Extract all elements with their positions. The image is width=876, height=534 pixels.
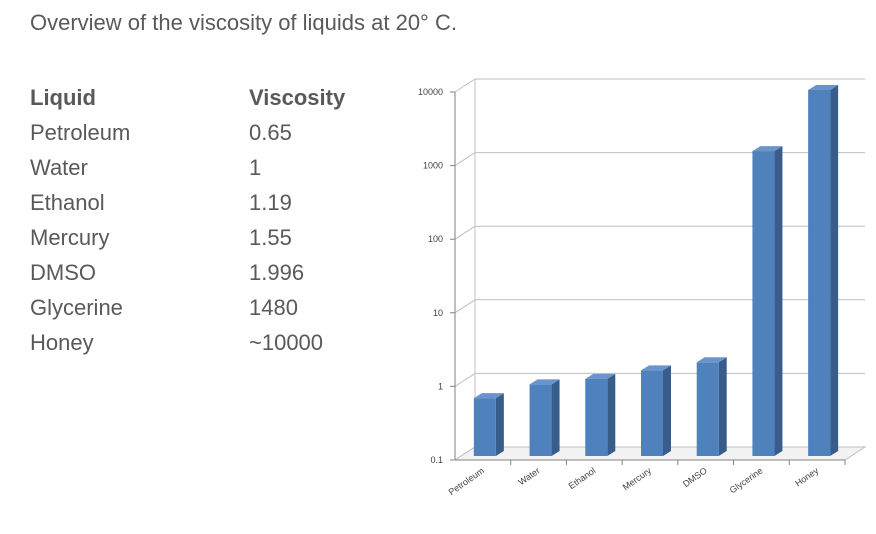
viscosity-value: 1.996 — [249, 259, 305, 285]
gridline-connector — [454, 152, 476, 167]
bar-side — [607, 373, 616, 456]
bar-side — [774, 146, 783, 457]
x-tick-label: Glycerine — [728, 465, 765, 495]
viscosity-value: 1.55 — [249, 224, 292, 250]
y-tick-label: 0.1 — [430, 455, 443, 465]
y-tick-label: 10000 — [418, 87, 443, 97]
bar-side — [830, 85, 839, 456]
bar-side — [718, 357, 727, 456]
liquid-name: Petroleum — [30, 119, 131, 145]
liquid-name: Glycerine — [30, 294, 123, 320]
viscosity-value: 1480 — [249, 294, 298, 320]
table-row: Ethanol 1.19 — [30, 185, 379, 220]
x-tick-label: DMSO — [681, 465, 709, 489]
bar-top — [473, 393, 504, 399]
viscosity-table: Liquid Viscosity Petroleum 0.65 Water 1 … — [30, 80, 379, 360]
bar-top — [808, 85, 839, 90]
x-tick-label: Petroleum — [447, 465, 486, 497]
gridline-connector — [454, 299, 476, 314]
bar — [585, 378, 608, 456]
viscosity-value: ~10000 — [249, 329, 324, 355]
table-row: Mercury 1.55 — [30, 220, 379, 255]
bar — [752, 151, 775, 457]
bar-side — [495, 393, 504, 456]
liquid-name: Honey — [30, 329, 94, 355]
bar — [473, 398, 496, 456]
gridline-connector — [454, 372, 476, 387]
x-tick-label: Mercury — [621, 465, 654, 492]
header-viscosity: Viscosity — [249, 84, 346, 110]
gridline-connector — [454, 78, 476, 93]
y-tick-label: 100 — [428, 234, 443, 244]
gridline-connector — [454, 225, 476, 240]
liquid-name: DMSO — [30, 259, 96, 285]
x-tick-label: Honey — [793, 465, 820, 488]
bar-side — [663, 365, 671, 456]
bar — [641, 370, 663, 456]
header-liquid: Liquid — [30, 84, 96, 110]
bar-top — [529, 379, 560, 385]
table-header-row: Liquid Viscosity — [30, 80, 379, 115]
liquid-name: Ethanol — [30, 189, 105, 215]
bar — [696, 362, 719, 456]
x-tick-label: Water — [517, 465, 542, 487]
liquid-name: Water — [30, 154, 88, 180]
viscosity-value: 1 — [249, 154, 262, 180]
bar-top — [752, 146, 783, 152]
viscosity-value: 1.19 — [249, 189, 292, 215]
bar — [529, 384, 552, 456]
viscosity-value: 0.65 — [249, 119, 292, 145]
bar-top — [641, 365, 671, 371]
liquid-name: Mercury — [30, 224, 110, 250]
bar-top — [696, 357, 727, 363]
table-row: DMSO 1.996 — [30, 255, 379, 290]
bar — [808, 90, 831, 456]
table-row: Water 1 — [30, 150, 379, 185]
table-row: Glycerine 1480 — [30, 290, 379, 325]
bar-top — [585, 373, 616, 379]
table-row: Petroleum 0.65 — [30, 115, 379, 150]
y-tick-label: 1000 — [423, 161, 443, 171]
bar-side — [551, 379, 560, 456]
table-row: Honey ~10000 — [30, 325, 379, 360]
x-tick-label: Ethanol — [567, 465, 598, 491]
y-tick-label: 10 — [433, 308, 443, 318]
y-tick-label: 1 — [438, 381, 443, 391]
page-title: Overview of the viscosity of liquids at … — [30, 10, 457, 35]
